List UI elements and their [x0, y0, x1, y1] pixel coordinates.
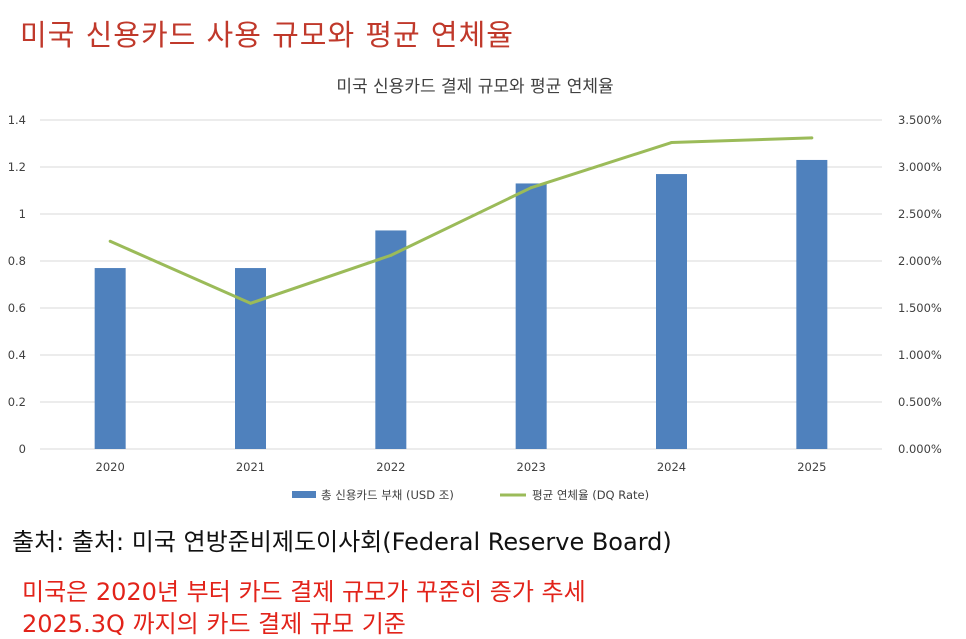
- right-tick-label: 2.500%: [898, 207, 942, 221]
- right-tick-label: 2.000%: [898, 254, 942, 268]
- right-tick-label: 0.500%: [898, 395, 942, 409]
- right-tick-label: 1.000%: [898, 348, 942, 362]
- left-tick-label: 0.8: [8, 254, 26, 268]
- line-point: [810, 136, 814, 140]
- note-line-2: 2025.3Q 까지의 카드 결제 규모 기준: [22, 610, 406, 638]
- bar-series: [94, 159, 828, 450]
- left-axis: 0 0.2 0.4 0.6 0.8 1 1.2 1.4: [8, 113, 26, 456]
- x-axis: 2020 2021 2022 2023 2024 2025: [96, 460, 827, 474]
- bar: [235, 268, 266, 449]
- x-tick-label: 2022: [376, 460, 405, 474]
- x-tick-label: 2020: [96, 460, 125, 474]
- series-line: [109, 136, 812, 305]
- left-tick-label: 1.2: [8, 160, 26, 174]
- left-tick-label: 0.2: [8, 395, 26, 409]
- right-axis: 0.000% 0.500% 1.000% 1.500% 2.000% 2.500% 3.00…: [898, 113, 942, 456]
- left-tick-label: 0.4: [8, 348, 26, 362]
- line-series: [108, 136, 814, 305]
- page-heading: 미국 신용카드 사용 규모와 평균 연체율: [20, 18, 514, 52]
- line-point: [529, 186, 533, 190]
- x-tick-label: 2025: [797, 460, 826, 474]
- right-tick-label: 3.000%: [898, 160, 942, 174]
- bar: [796, 159, 828, 449]
- line-point: [389, 253, 393, 257]
- left-tick-label: 0: [19, 442, 26, 456]
- x-tick-label: 2024: [657, 460, 686, 474]
- line-point: [108, 239, 112, 243]
- source-text: 출처: 출처: 미국 연방준비제도이사회(Federal Reserve Boa…: [12, 528, 672, 556]
- bar: [515, 183, 547, 449]
- gridlines: [40, 119, 882, 450]
- left-tick-label: 1: [19, 207, 26, 221]
- left-tick-label: 0.6: [8, 301, 26, 315]
- bar: [375, 230, 407, 449]
- bar: [656, 174, 687, 450]
- chart-title: 미국 신용카드 결제 규모와 평균 연체율: [336, 77, 613, 97]
- right-tick-label: 1.500%: [898, 301, 942, 315]
- x-tick-label: 2021: [236, 460, 265, 474]
- right-tick-label: 0.000%: [898, 442, 942, 456]
- legend-swatch-bar: [292, 491, 316, 498]
- left-tick-label: 1.4: [8, 113, 26, 127]
- legend-label-line: 평균 연체율 (DQ Rate): [532, 488, 649, 502]
- combo-chart: 미국 신용카드 결제 규모와 평균 연체율 0 0.2 0.4 0.6 0.8 1 1.2 1…: [8, 77, 942, 502]
- line-point: [249, 301, 252, 305]
- right-tick-label: 3.500%: [898, 113, 942, 127]
- legend-label-bar: 총 신용카드 부채 (USD 조): [321, 488, 454, 502]
- line-point: [670, 141, 673, 145]
- legend: 총 신용카드 부채 (USD 조) 평균 연체율 (DQ Rate): [292, 488, 649, 502]
- note-line-1: 미국은 2020년 부터 카드 결제 규모가 꾸준히 증가 추세: [22, 578, 586, 606]
- bar: [94, 268, 126, 449]
- x-tick-label: 2023: [517, 460, 546, 474]
